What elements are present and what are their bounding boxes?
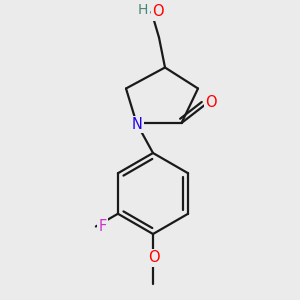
Text: F: F [98,219,106,234]
Text: O: O [148,250,159,266]
Text: O: O [205,95,217,110]
Text: H: H [137,3,148,16]
Text: O: O [152,4,164,20]
Text: N: N [132,117,142,132]
